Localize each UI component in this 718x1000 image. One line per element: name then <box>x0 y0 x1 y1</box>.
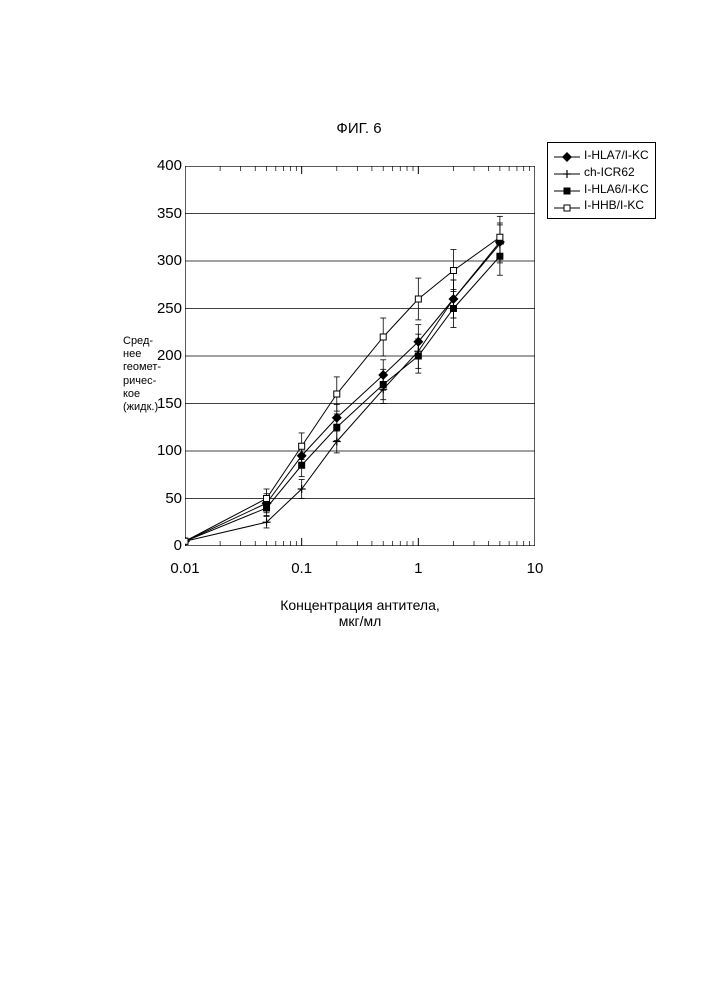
legend-box: I-HLA7/I-KCch-ICR62I-HLA6/I-KCI-HHB/I-KC <box>547 142 656 219</box>
x-axis-label-line: Концентрация антитела, <box>260 597 460 613</box>
chart-svg <box>185 166 535 546</box>
legend-label: ch-ICR62 <box>584 164 635 181</box>
y-tick-label: 100 <box>142 442 182 459</box>
y-tick-label: 400 <box>142 157 182 174</box>
legend-label: I-HLA7/I-KC <box>584 147 649 164</box>
y-tick-label: 0 <box>142 537 182 554</box>
y-tick-label: 350 <box>142 205 182 222</box>
x-tick-label: 0.01 <box>165 560 205 577</box>
x-axis-label-line: мкг/мл <box>260 613 460 629</box>
x-tick-label: 10 <box>515 560 555 577</box>
y-tick-label: 50 <box>142 490 182 507</box>
legend-row: I-HHB/I-KC <box>554 197 649 214</box>
legend-marker-plus <box>554 167 580 177</box>
legend-marker-filled-diamond <box>554 150 580 160</box>
chart-plot-area <box>185 166 535 546</box>
legend-label: I-HLA6/I-KC <box>584 181 649 198</box>
y-axis-label-line: ричес- <box>123 375 183 388</box>
y-tick-label: 150 <box>142 395 182 412</box>
y-tick-label: 300 <box>142 252 182 269</box>
legend-row: ch-ICR62 <box>554 164 649 181</box>
legend-marker-filled-square <box>554 184 580 194</box>
x-tick-label: 0.1 <box>282 560 322 577</box>
legend-marker-open-square <box>554 201 580 211</box>
x-tick-label: 1 <box>398 560 438 577</box>
legend-row: I-HLA6/I-KC <box>554 181 649 198</box>
legend-label: I-HHB/I-KC <box>584 197 644 214</box>
figure-title: ФИГ. 6 <box>0 120 718 137</box>
y-tick-label: 200 <box>142 347 182 364</box>
x-axis-label: Концентрация антитела,мкг/мл <box>260 597 460 629</box>
page: ФИГ. 6 I-HLA7/I-KCch-ICR62I-HLA6/I-KCI-H… <box>0 0 718 1000</box>
legend-row: I-HLA7/I-KC <box>554 147 649 164</box>
y-tick-label: 250 <box>142 300 182 317</box>
